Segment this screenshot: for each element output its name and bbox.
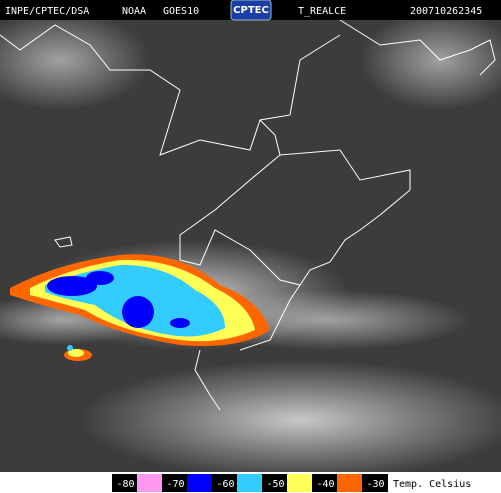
storm-blue xyxy=(86,271,114,285)
legend-label-box xyxy=(112,474,138,492)
agency: NOAA xyxy=(122,6,146,17)
product: T_REALCE xyxy=(298,6,346,17)
storm-blue xyxy=(122,296,154,328)
legend-label-box xyxy=(312,474,338,492)
legend-label: -80 xyxy=(116,479,134,490)
logo-box xyxy=(230,0,272,21)
logo: CPTEC xyxy=(233,5,269,16)
source: INPE/CPTEC/DSA xyxy=(5,6,89,17)
legend-label: -70 xyxy=(166,479,184,490)
satellite: GOES10 xyxy=(163,6,199,17)
legend-swatch xyxy=(237,474,262,492)
timestamp: 200710262345 xyxy=(410,6,482,17)
legend-label-box xyxy=(362,474,388,492)
legend-label: -60 xyxy=(216,479,234,490)
legend-label-box xyxy=(212,474,238,492)
cloud xyxy=(80,360,501,480)
legend-swatch xyxy=(187,474,212,492)
legend-label-box xyxy=(162,474,188,492)
legend-unit: Temp. Celsius xyxy=(393,479,471,490)
storm-yellow xyxy=(68,349,84,357)
cloud xyxy=(0,10,150,110)
legend-label: -30 xyxy=(366,479,384,490)
cloud xyxy=(360,10,501,110)
borders xyxy=(0,19,496,411)
legend-label: -40 xyxy=(316,479,334,490)
storm-blue xyxy=(170,318,190,328)
legend-label: -50 xyxy=(266,479,284,490)
legend-swatch xyxy=(287,474,312,492)
legend-label-box xyxy=(262,474,288,492)
legend-swatch xyxy=(137,474,162,492)
legend-swatch xyxy=(337,474,362,492)
legend: -80 -70 -60 -50 -40 -30 Temp. Celsius xyxy=(112,474,471,492)
storm-cyan xyxy=(67,345,73,351)
storm-blue xyxy=(47,276,97,296)
